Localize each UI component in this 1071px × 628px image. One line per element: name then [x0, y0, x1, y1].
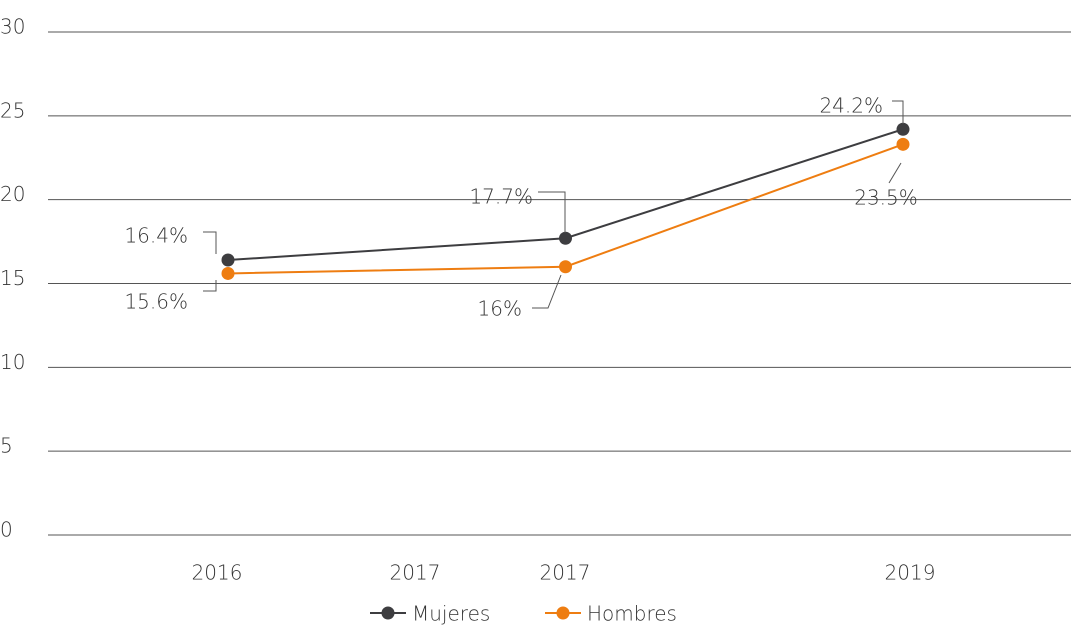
leader-line	[538, 191, 566, 233]
data-label: 23.5%	[854, 186, 918, 210]
leader-line	[888, 162, 902, 184]
data-point	[896, 122, 910, 136]
data-point	[221, 253, 235, 267]
leader-line	[203, 231, 217, 254]
x-tick-label: 2016	[192, 561, 243, 585]
leader-line	[892, 100, 904, 124]
legend-label: Mujeres	[412, 602, 490, 626]
legend-label: Hombres	[587, 602, 677, 626]
data-point	[559, 260, 572, 274]
x-tick-label: 2017	[540, 561, 591, 585]
y-tick-label: 30	[0, 15, 25, 39]
data-label: 17.7%	[469, 185, 533, 209]
data-point	[221, 266, 235, 280]
y-tick-label: 15	[0, 266, 25, 290]
y-tick-label: 0	[0, 518, 13, 542]
y-tick-label: 20	[0, 182, 25, 206]
legend-marker	[381, 606, 395, 620]
data-label: 24.2%	[819, 94, 883, 118]
data-label: 16.4%	[124, 224, 188, 248]
data-label: 15.6%	[124, 290, 188, 314]
data-point	[559, 231, 572, 245]
data-label: 16%	[478, 297, 522, 321]
legend-marker	[556, 606, 570, 620]
data-point	[896, 137, 910, 151]
y-tick-label: 5	[0, 434, 13, 458]
x-annotation-label: 2017	[390, 561, 441, 585]
leader-line	[532, 274, 562, 309]
y-tick-label: 10	[0, 350, 25, 374]
x-tick-label: 2019	[885, 561, 936, 585]
y-tick-label: 25	[0, 98, 25, 122]
leader-line	[203, 280, 217, 292]
